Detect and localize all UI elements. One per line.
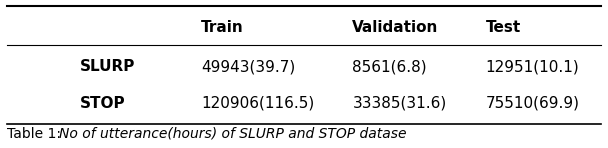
Text: 12951(10.1): 12951(10.1) [486,59,579,74]
Text: 49943(39.7): 49943(39.7) [201,59,295,74]
Text: 120906(116.5): 120906(116.5) [201,96,314,111]
Text: 75510(69.9): 75510(69.9) [486,96,579,111]
Text: Validation: Validation [353,20,439,35]
Text: SLURP: SLURP [80,59,136,74]
Text: Train: Train [201,20,244,35]
Text: 8561(6.8): 8561(6.8) [353,59,427,74]
Text: No of utterance(hours) of SLURP and STOP datase: No of utterance(hours) of SLURP and STOP… [59,127,406,141]
Text: Table 1:: Table 1: [7,127,66,141]
Text: Test: Test [486,20,521,35]
Text: STOP: STOP [80,96,126,111]
Text: 33385(31.6): 33385(31.6) [353,96,447,111]
